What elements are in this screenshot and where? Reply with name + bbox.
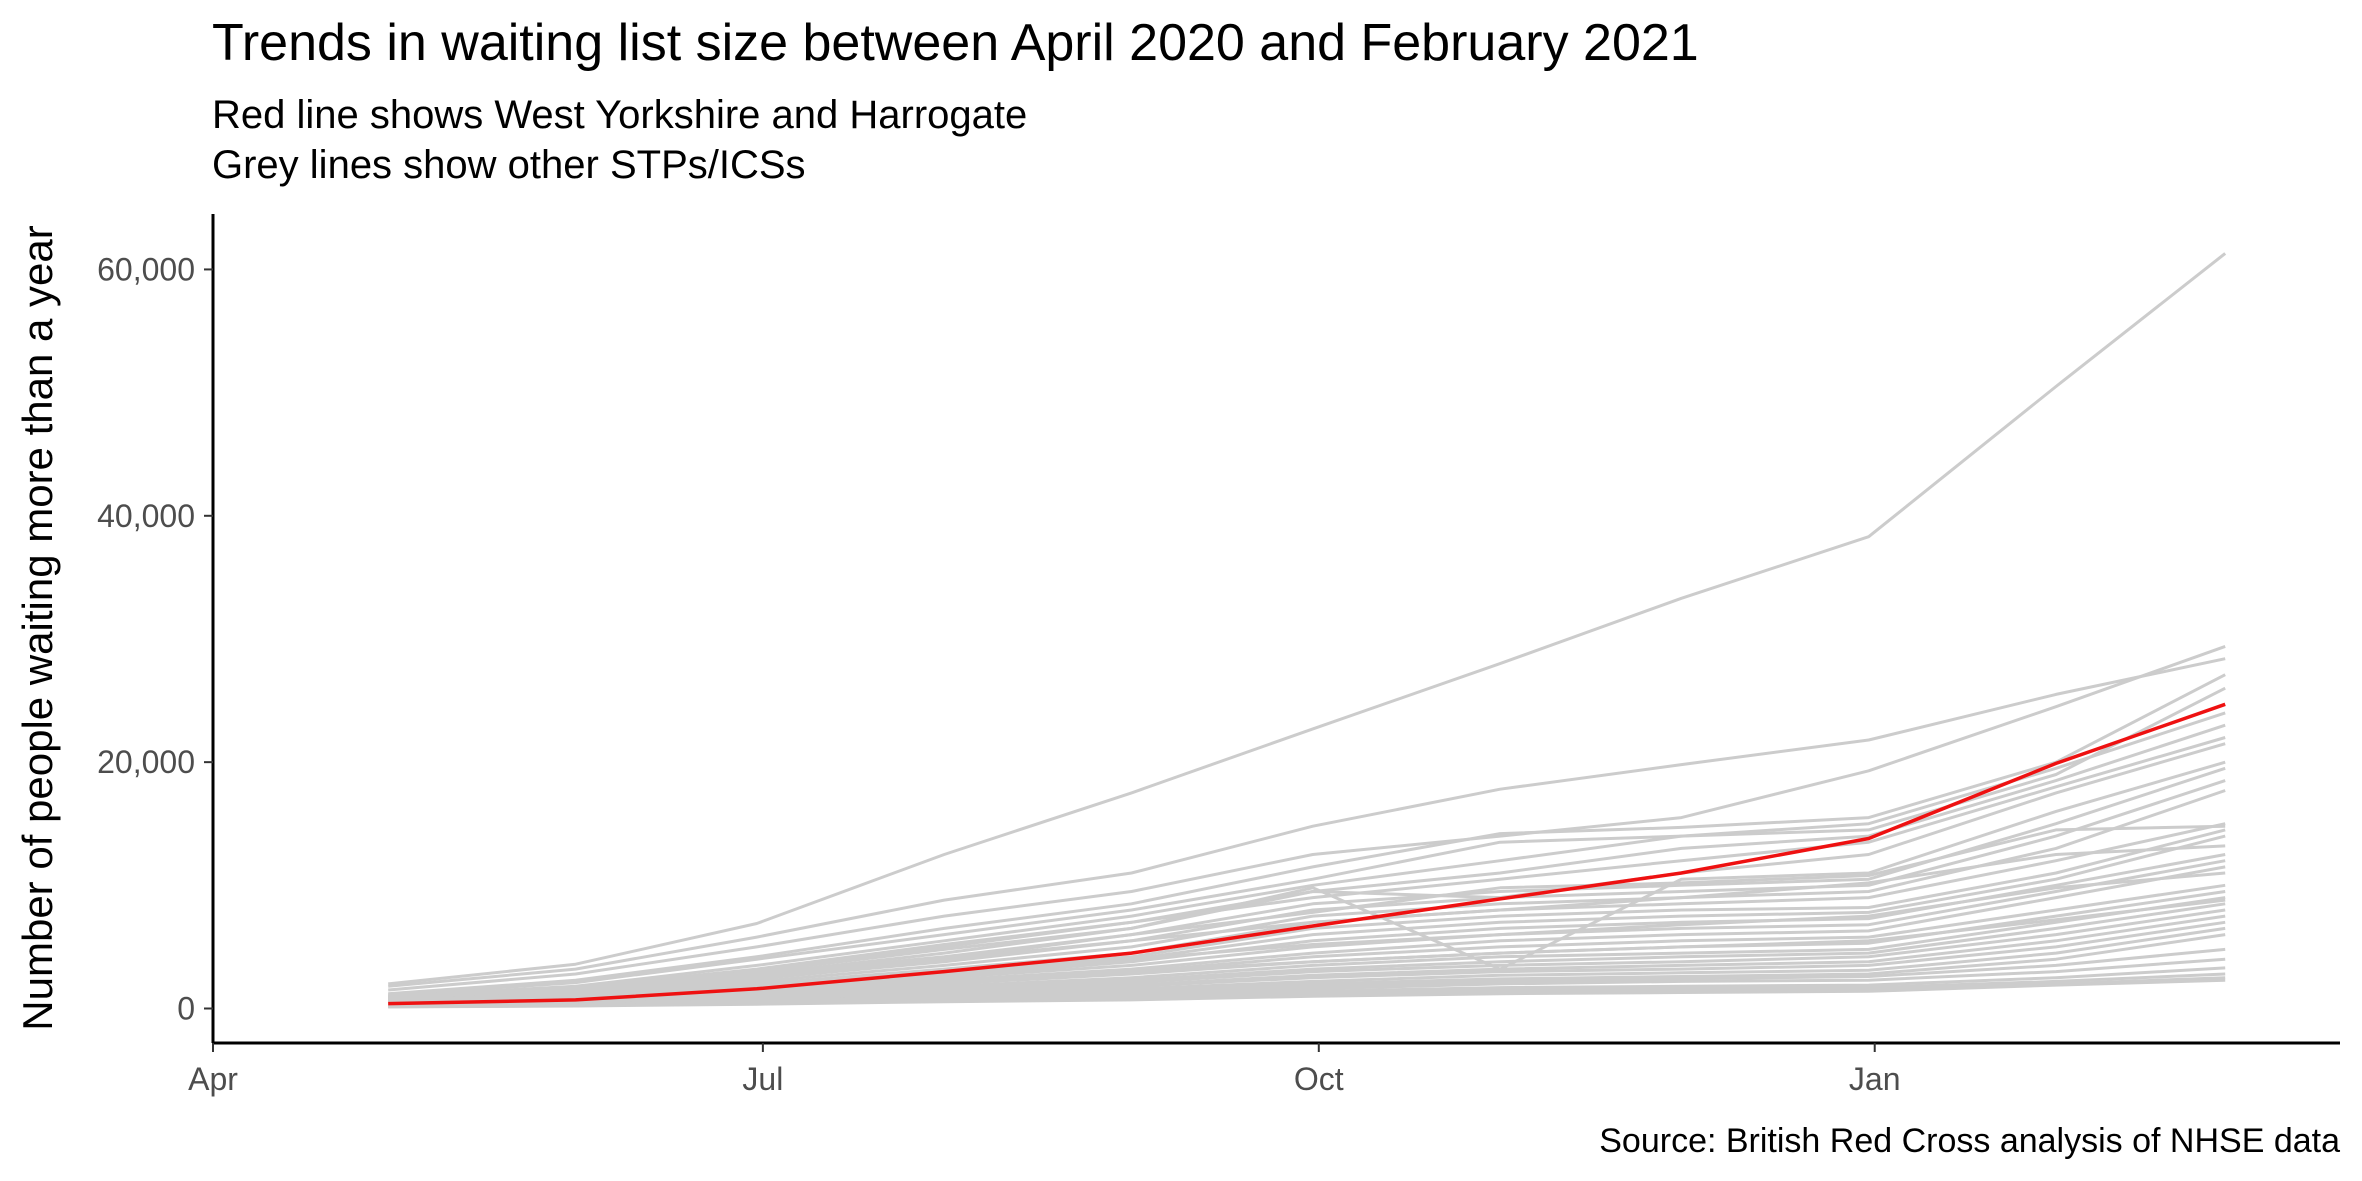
- other-stp-line-2: [388, 657, 2226, 988]
- x-tick-label: Jul: [742, 1061, 783, 1097]
- other-stp-line-13: [388, 789, 2226, 1002]
- other-stp-line-4: [388, 673, 2226, 996]
- x-axis-ticks: Apr Jul Oct Jan: [188, 1043, 1901, 1097]
- chart-caption: Source: British Red Cross analysis of NH…: [1599, 1122, 2340, 1160]
- other-stp-line-3: [388, 644, 2226, 992]
- x-tick-label: Apr: [188, 1061, 238, 1097]
- west-yorkshire-harrogate-line: [388, 702, 2226, 1006]
- y-tick-label: 40,000: [97, 498, 195, 534]
- y-axis-title: Number of people waiting more than a yea…: [14, 225, 61, 1030]
- y-tick-label: 20,000: [97, 744, 195, 780]
- other-stp-line-34: [388, 978, 2226, 1009]
- chart-subtitle-line-1: Red line shows West Yorkshire and Harrog…: [212, 93, 1027, 137]
- other-stp-line-1: [388, 252, 2227, 986]
- other-stp-line-35: [388, 824, 2226, 998]
- other-stp-line-6: [388, 711, 2226, 998]
- chart-title: Trends in waiting list size between Apri…: [212, 14, 1699, 72]
- y-tick-label: 0: [177, 991, 195, 1027]
- other-stp-line-12: [388, 779, 2226, 1002]
- y-tick-label: 60,000: [97, 251, 195, 287]
- y-axis-ticks: 0 20,000 40,000 60,000: [97, 251, 213, 1027]
- other-stp-line-37: [388, 871, 2226, 1002]
- x-tick-label: Oct: [1294, 1061, 1344, 1097]
- x-tick-label: Jan: [1849, 1061, 1901, 1097]
- other-stp-line-36: [388, 844, 2226, 999]
- chart-subtitle-line-2: Grey lines show other STPs/ICSs: [212, 143, 806, 187]
- series-layer: [388, 252, 2227, 1009]
- other-stp-line-5: [388, 686, 2226, 997]
